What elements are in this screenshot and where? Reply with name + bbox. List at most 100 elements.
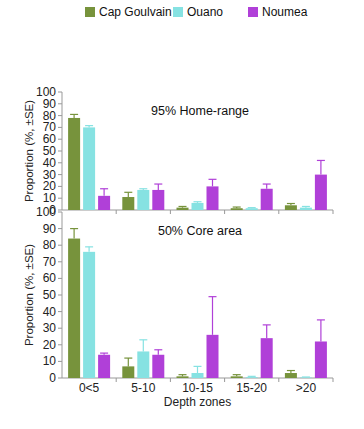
error-cap xyxy=(287,370,295,371)
error-bar xyxy=(194,366,202,373)
error-bar xyxy=(317,160,325,174)
error-line xyxy=(320,320,321,342)
error-bar xyxy=(100,189,108,196)
error-cap xyxy=(154,183,162,184)
error-bar xyxy=(302,206,310,207)
error-bar xyxy=(124,192,132,197)
bar xyxy=(98,355,110,378)
x-tick xyxy=(333,378,334,382)
error-bar xyxy=(85,247,93,252)
error-bar xyxy=(139,340,147,352)
y-tick xyxy=(58,261,62,262)
x-tick xyxy=(278,210,279,214)
error-bar xyxy=(287,371,295,373)
error-bar xyxy=(70,114,78,118)
x-tick xyxy=(333,210,334,214)
error-bar xyxy=(233,207,241,208)
bar xyxy=(300,208,312,210)
y-tick xyxy=(58,245,62,246)
error-bar xyxy=(154,350,162,355)
bar xyxy=(152,355,164,378)
x-tick xyxy=(116,210,117,214)
error-bar xyxy=(124,358,132,366)
y-label: Proportion (%, ±SE) xyxy=(23,100,35,202)
y-tick-label: 20 xyxy=(43,338,57,352)
y-tick xyxy=(58,210,62,211)
chart: 010203040506070809010095% Home-rangeProp… xyxy=(0,0,364,429)
y-tick xyxy=(58,378,62,379)
legend-label: Cap Goulvain xyxy=(99,5,172,19)
x-tick xyxy=(224,210,225,214)
error-line xyxy=(143,340,144,352)
y-tick xyxy=(58,103,62,104)
y-label: Proportion (%, ±SE) xyxy=(23,244,35,346)
y-tick-label: 0 xyxy=(49,371,56,385)
error-cap xyxy=(124,192,132,193)
error-bar xyxy=(317,320,325,342)
error-line xyxy=(88,247,89,252)
error-bar xyxy=(263,325,271,338)
y-tick-label: 40 xyxy=(43,305,57,319)
x-tick-label: 15-20 xyxy=(236,381,267,395)
legend-label: Ouano xyxy=(187,5,223,19)
y-tick-label: 100 xyxy=(36,205,56,219)
error-bar xyxy=(263,184,271,189)
error-cap xyxy=(317,160,325,161)
bar xyxy=(152,190,164,210)
y-tick xyxy=(58,162,62,163)
bar xyxy=(300,377,312,378)
bar xyxy=(315,341,327,378)
bar xyxy=(122,366,134,378)
error-cap xyxy=(263,324,271,325)
x-tick-label: 0<5 xyxy=(79,381,100,395)
bar xyxy=(83,252,95,378)
error-cap xyxy=(263,183,271,184)
x-label: Depth zones xyxy=(164,395,231,409)
error-bar xyxy=(154,184,162,190)
bar xyxy=(137,190,149,210)
error-bar xyxy=(85,126,93,128)
bar xyxy=(207,186,219,210)
error-bar xyxy=(248,207,256,209)
y-tick xyxy=(58,127,62,128)
error-line xyxy=(197,366,198,373)
error-line xyxy=(212,297,213,335)
error-cap xyxy=(100,188,108,189)
bar xyxy=(285,205,297,210)
error-cap xyxy=(179,374,187,375)
error-cap xyxy=(194,366,202,367)
error-line xyxy=(158,184,159,190)
y-tick-label: 70 xyxy=(43,255,57,269)
legend-swatch xyxy=(173,7,183,17)
error-cap xyxy=(154,349,162,350)
error-bar xyxy=(100,353,108,355)
y-tick-label: 90 xyxy=(43,222,57,236)
error-cap xyxy=(85,125,93,126)
error-bar xyxy=(287,204,295,206)
bar xyxy=(192,373,204,378)
y-tick xyxy=(58,228,62,229)
marks xyxy=(68,229,327,378)
x-tick-label: 10-15 xyxy=(182,381,213,395)
error-line xyxy=(128,192,129,197)
y-tick xyxy=(58,92,62,93)
y-tick xyxy=(58,311,62,312)
error-bar xyxy=(302,377,310,378)
error-cap xyxy=(209,179,217,180)
y-axis xyxy=(62,212,63,378)
bar xyxy=(177,208,189,210)
panel-title: 95% Home-range xyxy=(151,104,249,118)
error-cap xyxy=(70,228,78,229)
y-tick xyxy=(58,115,62,116)
x-tick-label: 5-10 xyxy=(131,381,155,395)
error-cap xyxy=(194,201,202,202)
bar xyxy=(192,203,204,210)
error-cap xyxy=(302,376,310,377)
bar xyxy=(68,239,80,378)
x-tick xyxy=(116,378,117,382)
bar xyxy=(231,208,243,210)
error-bar xyxy=(233,375,241,377)
error-cap xyxy=(124,357,132,358)
error-cap xyxy=(100,353,108,354)
error-cap xyxy=(70,114,78,115)
